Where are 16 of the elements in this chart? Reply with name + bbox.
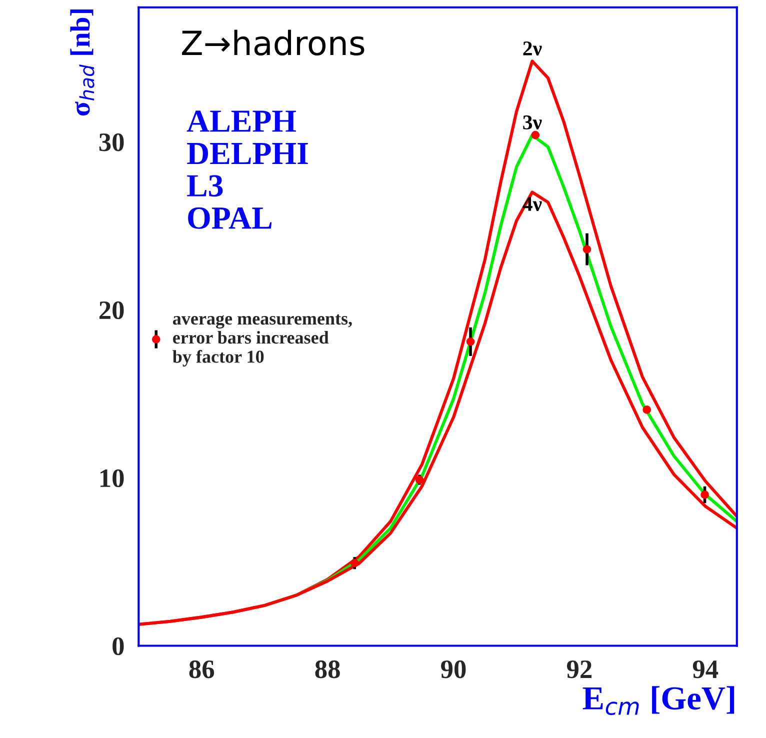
x-tick-label: 86 xyxy=(189,660,214,678)
text: Z→hadrons xyxy=(182,30,364,56)
x-tick-label: 92 xyxy=(566,660,592,678)
y-tick-label: 10 xyxy=(100,469,124,488)
y-tick-label: 20 xyxy=(99,301,124,320)
series-label: 3ν xyxy=(523,115,542,130)
series-label: 2ν xyxy=(523,42,542,56)
x-axis-title: E$_{cm}$ [GeV] xyxy=(582,686,734,716)
x-tick-label: 94 xyxy=(692,660,718,678)
annotation: ALEPH DELPHI L3 OPAL xyxy=(186,110,308,229)
x-tick-label: 90 xyxy=(441,660,466,678)
legend-label: average measurements, error bars increased by factor 10 xyxy=(172,314,352,367)
y-axis-title: σ$_{had}$ [nb] xyxy=(70,10,94,116)
x-tick-label: 88 xyxy=(315,660,340,678)
y-tick-label: 30 xyxy=(99,133,124,152)
y-tick-label: 0 xyxy=(112,637,124,656)
